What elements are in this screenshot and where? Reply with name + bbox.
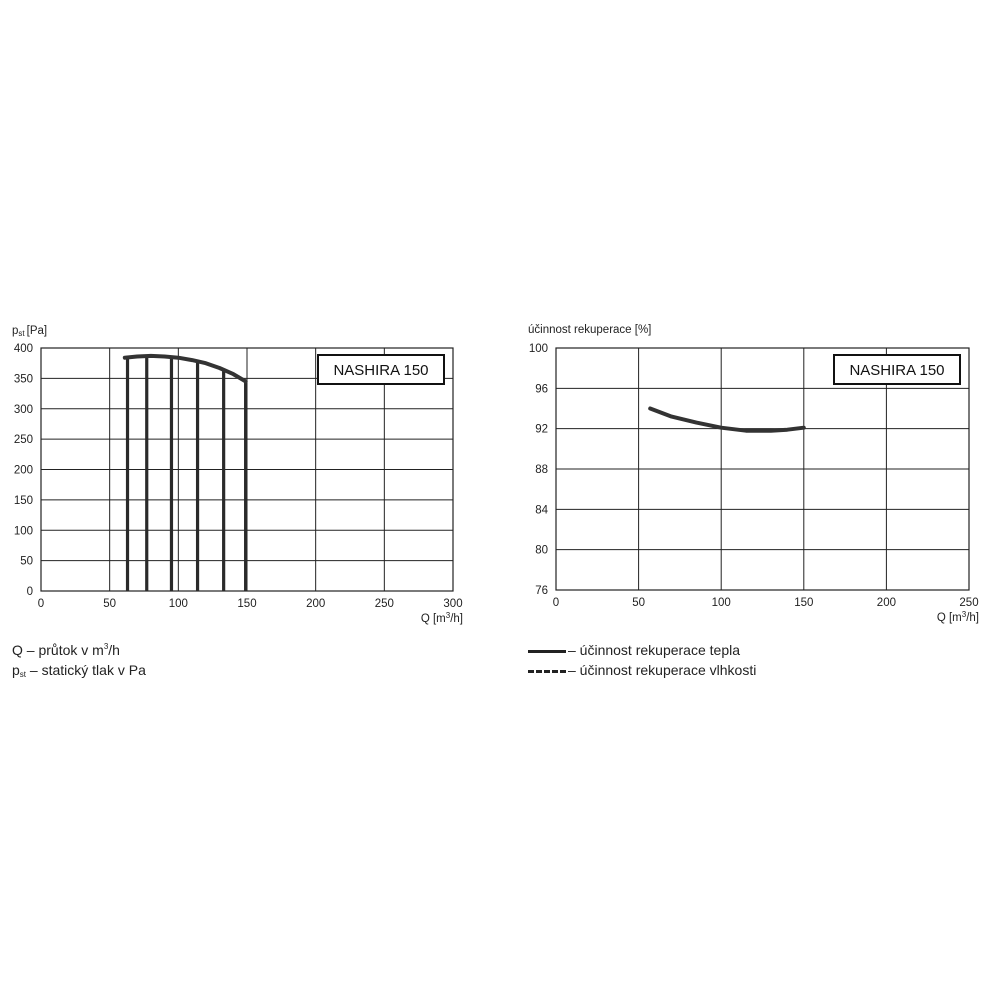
note-q: Q – průtok v m3/h xyxy=(12,642,120,658)
chart-1: 0 50 100 150 200 250 300 0 50 100 150 200 250 300 350 4… xyxy=(12,325,463,625)
x-tick-label: 0 xyxy=(38,598,44,610)
model-badge: NASHIRA 150 xyxy=(333,362,428,379)
x-tick-label: 0 xyxy=(553,597,559,609)
x-tick-label: 150 xyxy=(794,597,813,609)
x-tick-label: 50 xyxy=(103,598,116,610)
legend-humidity: – účinnost rekuperace vlhkosti xyxy=(528,662,756,678)
x-tick-label: 150 xyxy=(237,598,256,610)
x-tick-label: 250 xyxy=(959,597,978,609)
series-line xyxy=(122,353,248,384)
y-tick-label: 96 xyxy=(535,383,548,395)
model-badge-frame xyxy=(317,354,445,385)
y-tick-label: 150 xyxy=(14,495,33,507)
series-line xyxy=(648,406,806,433)
x-tick-label: 200 xyxy=(306,598,325,610)
y-tick-label: 84 xyxy=(535,504,548,516)
y-axis-title: pst [Pa] xyxy=(12,325,47,338)
model-badge: NASHIRA 150 xyxy=(849,362,944,379)
x-tick-label: 250 xyxy=(375,598,394,610)
y-tick-label: 400 xyxy=(14,343,33,355)
y-tick-label: 350 xyxy=(14,373,33,385)
y-tick-label: 80 xyxy=(535,545,548,557)
y-tick-label: 200 xyxy=(14,465,33,477)
legend-heat: – účinnost rekuperace tepla xyxy=(528,642,740,658)
legend-dashed-line xyxy=(528,669,566,673)
y-tick-label: 88 xyxy=(535,464,548,476)
y-tick-label: 0 xyxy=(27,586,33,598)
y-tick-label: 300 xyxy=(14,404,33,416)
x-tick-label: 100 xyxy=(169,598,188,610)
chart-2: 0 50 100 150 200 250 76 80 84 88 92 96 100 účinnost r… xyxy=(528,324,979,624)
legend-solid-line xyxy=(528,649,566,653)
x-axis-title: Q [m3/h] xyxy=(937,610,979,624)
x-tick-label: 50 xyxy=(632,597,645,609)
x-tick-label: 100 xyxy=(712,597,731,609)
x-tick-label: 200 xyxy=(877,597,896,609)
y-tick-label: 92 xyxy=(535,424,548,436)
y-axis-title: účinnost rekuperace [%] xyxy=(528,324,651,336)
y-tick-label: 100 xyxy=(529,343,548,355)
y-tick-label: 50 xyxy=(20,556,33,568)
y-tick-label: 76 xyxy=(535,585,548,597)
y-tick-label: 100 xyxy=(14,525,33,537)
plot-frame xyxy=(555,347,970,591)
model-badge-frame xyxy=(833,354,961,385)
note-p: pst – statický tlak v Pa xyxy=(12,662,146,679)
y-tick-label: 250 xyxy=(14,434,33,446)
x-axis-title: Q [m3/h] xyxy=(421,611,463,625)
x-tick-label: 300 xyxy=(443,598,462,610)
